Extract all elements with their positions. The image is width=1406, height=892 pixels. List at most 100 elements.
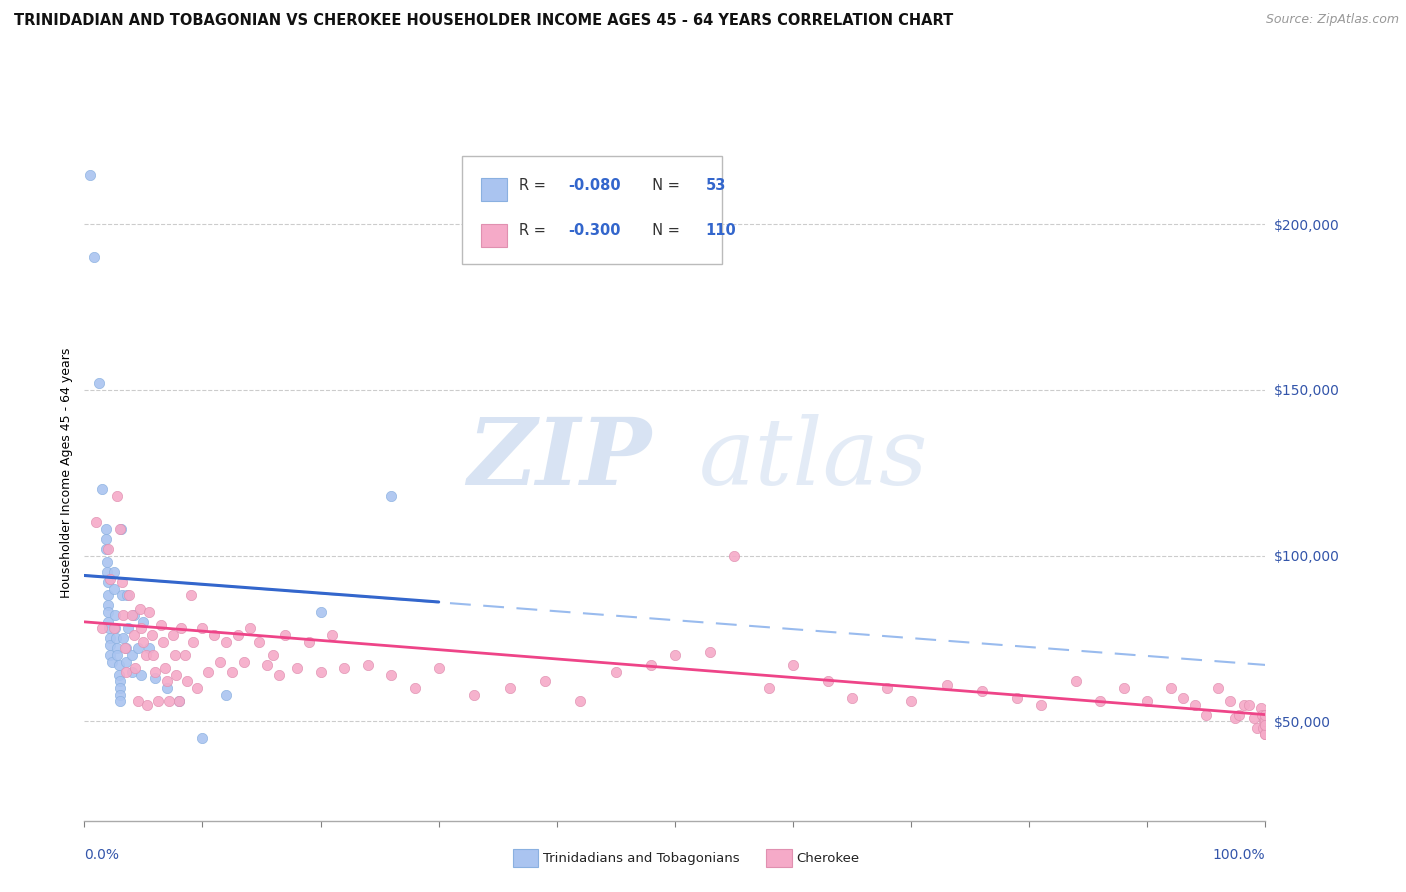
Point — [83, 251, 105, 265]
Point — [1195, 707, 1218, 722]
Point — [191, 622, 214, 636]
Point — [132, 615, 155, 629]
Point — [108, 688, 131, 702]
Point — [180, 588, 202, 602]
Point — [197, 665, 219, 679]
Point — [107, 648, 129, 662]
Point — [97, 615, 120, 629]
Point — [84, 516, 107, 530]
Point — [1254, 727, 1277, 741]
Point — [1243, 711, 1265, 725]
Point — [138, 605, 160, 619]
Point — [128, 601, 150, 615]
Point — [209, 655, 232, 669]
Point — [1112, 681, 1135, 695]
Point — [97, 599, 120, 613]
Point — [380, 668, 402, 682]
Text: ZIP: ZIP — [467, 414, 651, 504]
Point — [357, 657, 380, 672]
Point — [1254, 717, 1277, 731]
Point — [117, 622, 139, 636]
Point — [108, 674, 131, 689]
Point — [96, 555, 118, 569]
Point — [256, 657, 278, 672]
Point — [104, 608, 127, 623]
Point — [298, 634, 321, 648]
Text: atlas: atlas — [699, 414, 928, 504]
Point — [202, 628, 225, 642]
Point — [817, 674, 839, 689]
Text: 53: 53 — [706, 178, 725, 193]
Point — [79, 168, 101, 182]
FancyBboxPatch shape — [463, 156, 723, 264]
Point — [170, 622, 193, 636]
Point — [333, 661, 356, 675]
Text: -0.300: -0.300 — [568, 223, 621, 238]
Point — [98, 622, 121, 636]
Point — [127, 641, 149, 656]
Point — [105, 632, 128, 646]
Point — [124, 661, 146, 675]
Point — [640, 657, 662, 672]
Point — [173, 648, 195, 662]
Point — [97, 605, 120, 619]
Point — [239, 622, 262, 636]
Point — [221, 665, 243, 679]
Point — [404, 681, 426, 695]
Point — [181, 634, 204, 648]
Point — [114, 641, 136, 656]
Point — [1088, 694, 1111, 708]
Point — [107, 657, 129, 672]
Point — [380, 489, 402, 503]
Point — [1219, 694, 1241, 708]
Text: Source: ZipAtlas.com: Source: ZipAtlas.com — [1265, 13, 1399, 27]
Point — [970, 684, 993, 698]
Point — [107, 668, 129, 682]
Point — [309, 665, 332, 679]
Point — [699, 645, 721, 659]
Point — [152, 634, 174, 648]
Point — [103, 565, 125, 579]
Point — [94, 541, 117, 556]
Point — [138, 641, 160, 656]
Text: 100.0%: 100.0% — [1213, 848, 1265, 863]
Text: R =: R = — [519, 223, 551, 238]
Point — [98, 648, 121, 662]
Point — [150, 618, 173, 632]
Point — [122, 628, 145, 642]
Point — [98, 572, 121, 586]
Point — [114, 665, 136, 679]
Point — [97, 541, 120, 556]
Point — [1160, 681, 1182, 695]
Point — [143, 671, 166, 685]
Point — [108, 681, 131, 695]
Point — [162, 628, 184, 642]
Point — [112, 608, 135, 623]
Point — [97, 575, 120, 590]
Point — [1184, 698, 1206, 712]
Point — [191, 731, 214, 745]
Text: -0.080: -0.080 — [568, 178, 621, 193]
Point — [114, 655, 136, 669]
Point — [900, 694, 922, 708]
Point — [841, 691, 863, 706]
Point — [1206, 681, 1229, 695]
Point — [111, 588, 134, 602]
Point — [1254, 727, 1277, 741]
Point — [463, 688, 485, 702]
Text: N =: N = — [643, 178, 685, 193]
Point — [121, 608, 143, 623]
Text: N =: N = — [643, 223, 685, 238]
Text: TRINIDADIAN AND TOBAGONIAN VS CHEROKEE HOUSEHOLDER INCOME AGES 45 - 64 YEARS COR: TRINIDADIAN AND TOBAGONIAN VS CHEROKEE H… — [14, 13, 953, 29]
Point — [274, 628, 297, 642]
Point — [94, 532, 117, 546]
Point — [107, 489, 129, 503]
Point — [1223, 711, 1246, 725]
Point — [103, 622, 125, 636]
Point — [108, 694, 131, 708]
Point — [1007, 691, 1029, 706]
Point — [115, 588, 138, 602]
Y-axis label: Householder Income Ages 45 - 64 years: Householder Income Ages 45 - 64 years — [60, 348, 73, 598]
Point — [1254, 714, 1277, 729]
Point — [1233, 698, 1256, 712]
